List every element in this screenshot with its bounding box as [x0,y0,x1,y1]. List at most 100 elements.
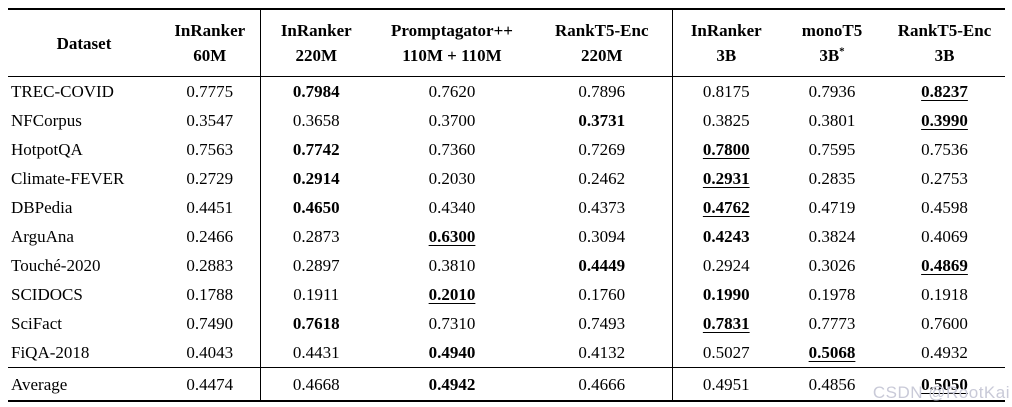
dataset-name: ArguAna [11,227,74,246]
dataset-name: DBPedia [11,198,73,217]
column-header-rankt5-enc-220m: RankT5-Enc 220M [532,9,672,77]
metric-cell: 0.3658 [259,106,372,135]
metric-cell: 0.3801 [808,111,856,130]
metric-cell: 0.1978 [808,285,856,304]
metric-cell: 0.3700 [428,111,476,130]
metric-cell: 0.7742 [259,135,372,164]
metric-cell: 0.1760 [578,285,626,304]
table-row-touch-2020: Touché-2020 0.2883 0.2897 0.3810 0.4449 0.292… [8,251,1005,280]
metric-cell: 0.3824 [808,227,856,246]
metric-cell: 0.4932 [921,343,968,362]
metric-cell: 0.8175 [671,76,780,106]
table-footer: Average 0.4474 0.4668 0.4942 0.4666 0.4951 0.4… [8,367,1005,401]
metric-cell: 0.4942 [372,367,532,401]
metric-cell: 0.3990 [921,111,968,130]
metric-cell: 0.1911 [259,280,372,309]
metric-cell: 0.4762 [671,193,780,222]
metric-cell: 0.7360 [428,140,476,159]
metric-cell: 0.4340 [428,198,476,217]
dataset-name: FiQA-2018 [11,343,90,362]
metric-cell: 0.2897 [259,251,372,280]
metric-cell: 0.5050 [884,367,1005,401]
column-header-inranker-3b: InRanker 3B [671,9,780,77]
table-header: Dataset InRanker 60M InRanker 220M Promptagat… [8,9,1005,77]
column-header-dataset: Dataset [8,9,160,77]
metric-cell: 0.4598 [921,198,968,217]
metric-cell: 0.7536 [921,140,968,159]
metric-cell: 0.1990 [671,280,780,309]
metric-cell: 0.8237 [921,82,968,101]
table-row-trec-covid: TREC-COVID 0.7775 0.7984 0.7620 0.7896 0.8175… [8,76,1005,106]
dataset-name: Climate-FEVER [11,169,125,188]
metric-cell: 0.4373 [578,198,626,217]
average-row: Average 0.4474 0.4668 0.4942 0.4666 0.4951 0.4… [8,367,1005,401]
table-body: TREC-COVID 0.7775 0.7984 0.7620 0.7896 0.8175… [8,76,1005,368]
metric-cell: 0.4451 [186,198,234,217]
column-header-promptagator-110m-110m: Promptagator++ 110M + 110M [372,9,532,77]
metric-cell: 0.2010 [428,285,476,304]
metric-cell: 0.7775 [186,82,234,101]
metric-cell: 0.1788 [186,285,234,304]
metric-cell: 0.4951 [671,367,780,401]
table-row-nfcorpus: NFCorpus 0.3547 0.3658 0.3700 0.3731 0.3825 0.… [8,106,1005,135]
table-row-dbpedia: DBPedia 0.4451 0.4650 0.4340 0.4373 0.4762 0.4… [8,193,1005,222]
metric-cell: 0.5068 [808,343,856,362]
metric-cell: 0.7896 [578,82,626,101]
metric-cell: 0.3825 [671,106,780,135]
metric-cell: 0.4431 [259,338,372,368]
metric-cell: 0.2835 [808,169,856,188]
metric-cell: 0.7490 [186,314,234,333]
metric-cell: 0.3731 [578,111,626,130]
metric-cell: 0.4132 [578,343,626,362]
metric-cell: 0.4069 [921,227,968,246]
table-row-arguana: ArguAna 0.2466 0.2873 0.6300 0.3094 0.4243 0.3… [8,222,1005,251]
metric-cell: 0.2466 [186,227,234,246]
results-table: Dataset InRanker 60M InRanker 220M Promptagat… [8,8,1005,402]
metric-cell: 0.4666 [532,367,672,401]
metric-cell: 0.6300 [428,227,476,246]
metric-cell: 0.5027 [671,338,780,368]
dataset-name: HotpotQA [11,140,83,159]
metric-cell: 0.7984 [259,76,372,106]
table-row-scifact: SciFact 0.7490 0.7618 0.7310 0.7493 0.7831 0.7… [8,309,1005,338]
column-header-inranker-60m: InRanker 60M [160,9,260,77]
metric-cell: 0.4449 [578,256,626,275]
column-header-rankt5-enc-3b: RankT5-Enc 3B [884,9,1005,77]
dataset-name: Average [8,367,160,401]
metric-cell: 0.7310 [428,314,476,333]
metric-cell: 0.4940 [428,343,476,362]
header-row: Dataset InRanker 60M InRanker 220M Promptagat… [8,9,1005,77]
metric-cell: 0.2931 [671,164,780,193]
metric-cell: 0.4650 [259,193,372,222]
metric-cell: 0.2873 [259,222,372,251]
metric-cell: 0.3026 [808,256,856,275]
column-header-inranker-220m: InRanker 220M [259,9,372,77]
metric-cell: 0.4243 [671,222,780,251]
table-row-climate-fever: Climate-FEVER 0.2729 0.2914 0.2030 0.2462 0.2… [8,164,1005,193]
metric-cell: 0.4856 [780,367,884,401]
metric-cell: 0.7600 [921,314,968,333]
column-header-monot5-3b: monoT5 3B* [780,9,884,77]
metric-cell: 0.4719 [808,198,856,217]
metric-cell: 0.7595 [808,140,856,159]
metric-cell: 0.7773 [808,314,856,333]
metric-cell: 0.7936 [808,82,856,101]
metric-cell: 0.2924 [671,251,780,280]
metric-cell: 0.4869 [921,256,968,275]
metric-cell: 0.7493 [578,314,626,333]
table-row-hotpotqa: HotpotQA 0.7563 0.7742 0.7360 0.7269 0.7800 0.… [8,135,1005,164]
metric-cell: 0.2462 [578,169,626,188]
metric-cell: 0.4474 [160,367,260,401]
metric-cell: 0.2883 [186,256,234,275]
table-row-fiqa-2018: FiQA-2018 0.4043 0.4431 0.4940 0.4132 0.5027 0… [8,338,1005,368]
metric-cell: 0.4668 [259,367,372,401]
metric-cell: 0.3810 [428,256,476,275]
metric-cell: 0.2030 [428,169,476,188]
dataset-name: NFCorpus [11,111,82,130]
dataset-name: SCIDOCS [11,285,83,304]
dataset-name: SciFact [11,314,62,333]
metric-cell: 0.2753 [921,169,968,188]
metric-cell: 0.4043 [186,343,234,362]
metric-cell: 0.7563 [186,140,234,159]
